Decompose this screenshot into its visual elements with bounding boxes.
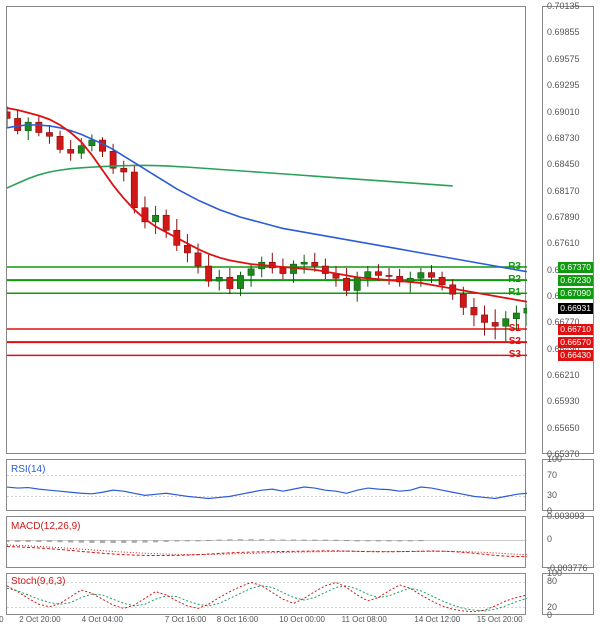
price-panel[interactable]: R3 R2 R1 S1 S2 S3 — [6, 6, 526, 454]
level-label-r1: R1 — [508, 287, 521, 298]
rsi-y-axis: 10070300 — [542, 459, 594, 511]
y-tick: 80 — [547, 577, 557, 586]
y-tick: 0 — [547, 535, 552, 544]
y-tick: 0.67610 — [547, 239, 580, 248]
price-y-axis: 0.701350.698550.695750.692950.690100.687… — [542, 6, 594, 454]
y-tick: 0.69855 — [547, 28, 580, 37]
level-label-s2: S2 — [509, 336, 521, 347]
level-label-s1: S1 — [509, 323, 521, 334]
level-price-s3: 0.66430 — [558, 350, 593, 361]
level-price-s2: 0.66570 — [558, 337, 593, 348]
rsi-label: RSI(14) — [11, 464, 45, 475]
y-tick: 0.69010 — [547, 108, 580, 117]
y-tick: 0.003093 — [547, 512, 585, 521]
y-tick: 0.68170 — [547, 187, 580, 196]
y-tick: 0.69575 — [547, 55, 580, 64]
stoch-y-axis: 10080200 — [542, 573, 594, 615]
level-price-r3: 0.67370 — [558, 262, 593, 273]
level-price-s1: 0.66710 — [558, 324, 593, 335]
last-price-box: 0.66931 — [558, 303, 593, 314]
level-price-r1: 0.67090 — [558, 288, 593, 299]
stoch-label: Stoch(9,6,3) — [11, 576, 65, 587]
level-label-r2: R2 — [508, 274, 521, 285]
x-tick: 11 Oct 08:00 — [342, 615, 387, 624]
y-tick: 70 — [547, 471, 557, 480]
x-tick: 2:00 — [0, 615, 4, 624]
level-price-r2: 0.67230 — [558, 275, 593, 286]
x-tick: 10 Oct 00:00 — [279, 615, 325, 624]
x-tick: 7 Oct 16:00 — [165, 615, 206, 624]
x-tick: 14 Oct 12:00 — [414, 615, 460, 624]
y-tick: 100 — [547, 455, 562, 464]
y-tick: 0.70135 — [547, 2, 580, 11]
macd-panel[interactable]: MACD(12,26,9) — [6, 516, 526, 568]
macd-y-axis: 0.0030930-0.003776 — [542, 516, 594, 568]
y-tick: 0 — [547, 611, 552, 620]
rsi-panel[interactable]: RSI(14) — [6, 459, 526, 511]
y-tick: 0.66210 — [547, 371, 580, 380]
y-tick: 0.69295 — [547, 81, 580, 90]
time-axis: 2:002 Oct 20:004 Oct 04:007 Oct 16:008 O… — [6, 615, 526, 629]
stoch-panel[interactable]: Stoch(9,6,3) — [6, 573, 526, 615]
x-tick: 15 Oct 20:00 — [477, 615, 523, 624]
x-tick: 2 Oct 20:00 — [19, 615, 60, 624]
y-tick: 30 — [547, 491, 557, 500]
macd-label: MACD(12,26,9) — [11, 521, 80, 532]
x-tick: 4 Oct 04:00 — [82, 615, 123, 624]
level-label-r3: R3 — [508, 261, 521, 272]
chart-container: R3 R2 R1 S1 S2 S3 0.70135 0.69855 0.69575 0.6929… — [0, 0, 600, 631]
y-tick: 0.65930 — [547, 397, 580, 406]
y-tick: 0.65650 — [547, 424, 580, 433]
y-tick: 0.68730 — [547, 134, 580, 143]
level-label-s3: S3 — [509, 349, 521, 360]
y-tick: 0.68450 — [547, 160, 580, 169]
x-tick: 8 Oct 16:00 — [217, 615, 258, 624]
y-tick: 0.67890 — [547, 213, 580, 222]
